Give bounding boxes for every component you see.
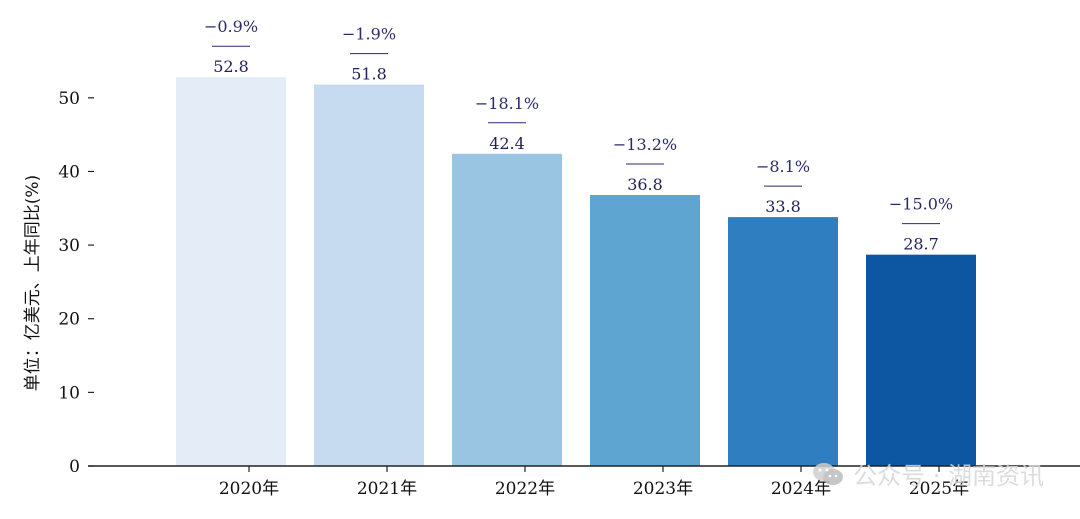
- yoy-label: −15.0%: [889, 195, 953, 214]
- bar: [728, 217, 838, 466]
- bar: [452, 153, 562, 467]
- data-label: 52.8: [213, 57, 249, 76]
- y-tick-label: 0: [69, 457, 80, 477]
- y-axis-title: 单位：亿美元、上年同比(%): [23, 175, 43, 391]
- yoy-label: −0.9%: [204, 17, 258, 36]
- data-label: 36.8: [627, 175, 663, 194]
- x-tick-label: 2023年: [633, 479, 693, 499]
- bar: [314, 84, 424, 467]
- data-label: 33.8: [765, 197, 801, 216]
- wechat-icon: [813, 462, 844, 485]
- watermark-text: 公众号 · 湖南资讯: [853, 462, 1044, 490]
- y-tick-label: 50: [58, 89, 80, 109]
- y-tick-label: 30: [58, 236, 80, 256]
- bar: [866, 254, 976, 466]
- x-axis: 2020年 2021年 2022年 2023年 2024年 2025年: [88, 465, 1080, 499]
- yoy-label: −18.1%: [475, 94, 539, 113]
- yoy-label: −8.1%: [756, 157, 810, 176]
- watermark: 公众号 · 湖南资讯: [811, 456, 1044, 491]
- y-tick-label: 10: [58, 383, 80, 403]
- bar: [590, 195, 700, 466]
- bar: [176, 77, 286, 466]
- bars-group: 52.8 −0.9% 51.8 −1.9% 42.4 −18.1% 36.8 −13.2% 33…: [176, 17, 976, 467]
- yoy-label: −1.9%: [342, 25, 396, 44]
- x-tick-label: 2022年: [495, 479, 555, 499]
- yoy-label: −13.2%: [613, 135, 677, 154]
- x-tick-label: 2021年: [357, 479, 417, 499]
- y-tick-label: 20: [58, 310, 80, 330]
- data-label: 51.8: [351, 65, 387, 84]
- x-tick-label: 2025年: [909, 479, 969, 499]
- y-axis: 0 10 20 30 40 50: [58, 89, 94, 477]
- x-tick-label: 2020年: [219, 479, 279, 499]
- x-tick-label: 2024年: [771, 479, 831, 499]
- data-label: 28.7: [903, 235, 939, 254]
- data-label: 42.4: [489, 134, 525, 153]
- y-tick-label: 40: [58, 162, 80, 182]
